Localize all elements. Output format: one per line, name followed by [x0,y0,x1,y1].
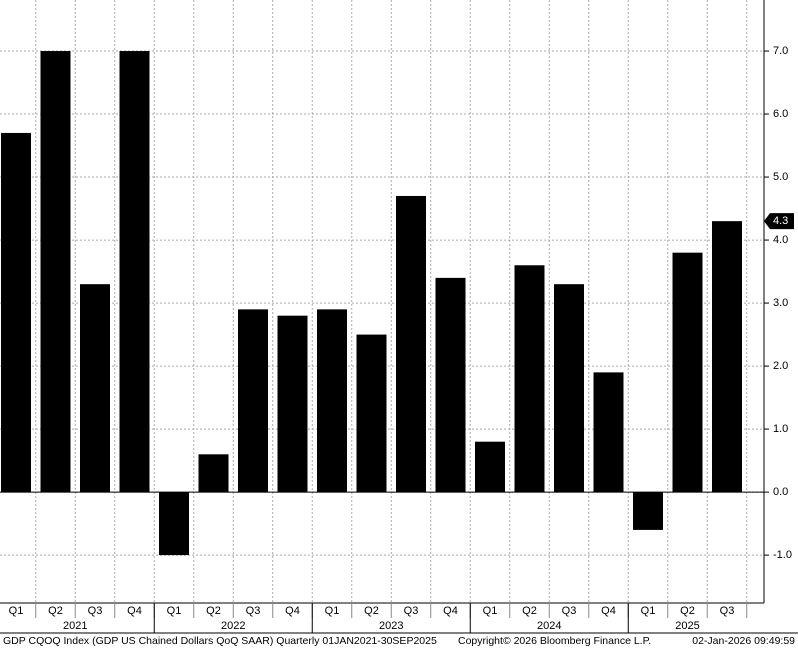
bar [396,195,426,493]
footer-copyright: Copyright© 2026 Bloomberg Finance L.P. [458,635,651,647]
x-tick-label: Q1 [483,605,498,617]
y-tick-label: 4.0 [773,234,788,246]
x-tick-label: Q3 [562,605,577,617]
x-tick-label: Q2 [48,605,63,617]
x-group-label: 2022 [221,620,245,632]
x-tick-label: Q3 [720,605,735,617]
bar [356,334,387,493]
y-tick-label: 3.0 [773,297,788,309]
x-group-label: 2021 [63,620,87,632]
bar [593,372,624,493]
x-tick-label: Q3 [88,605,103,617]
x-tick-label: Q2 [680,605,695,617]
x-tick-label: Q2 [364,605,379,617]
y-tick-label: 5.0 [773,171,788,183]
x-tick-label: Q4 [285,605,300,617]
bar [435,277,466,493]
y-tick-label: 0.0 [773,486,788,498]
x-tick-label: Q2 [206,605,221,617]
x-group-label: 2025 [675,620,699,632]
footer-timestamp: 02-Jan-2026 09:49:59 [692,635,795,647]
bar [119,51,150,493]
y-tick-label: 6.0 [773,108,788,120]
x-tick-label: Q3 [246,605,261,617]
y-tick-label: -1.0 [773,549,792,561]
y-tick-label: 2.0 [773,360,788,372]
last-value-label: 4.3 [773,215,788,227]
x-tick-label: Q3 [404,605,419,617]
y-tick-label: 1.0 [773,423,788,435]
y-tick-label: 7.0 [773,45,788,57]
x-group-label: 2024 [537,620,561,632]
x-tick-label: Q2 [522,605,537,617]
x-tick-label: Q1 [167,605,182,617]
bar [277,315,308,493]
last-value-box [764,213,794,230]
x-tick-label: Q4 [601,605,616,617]
x-tick-label: Q4 [443,605,458,617]
bar [475,441,505,493]
bar [317,309,347,493]
x-tick-label: Q1 [9,605,24,617]
bar [159,492,189,556]
bar [238,309,268,493]
bar [514,265,545,493]
x-tick-label: Q1 [641,605,656,617]
bar [40,51,71,493]
bar [198,454,229,493]
bar [633,492,663,530]
footer-description: GDP CQOQ Index (GDP US Chained Dollars Q… [3,635,437,647]
x-group-label: 2023 [379,620,403,632]
x-tick-label: Q1 [325,605,340,617]
bar [712,221,742,493]
bar [1,132,31,493]
bar [554,284,584,493]
x-tick-label: Q4 [127,605,142,617]
bar [672,252,703,493]
bar [80,284,110,493]
